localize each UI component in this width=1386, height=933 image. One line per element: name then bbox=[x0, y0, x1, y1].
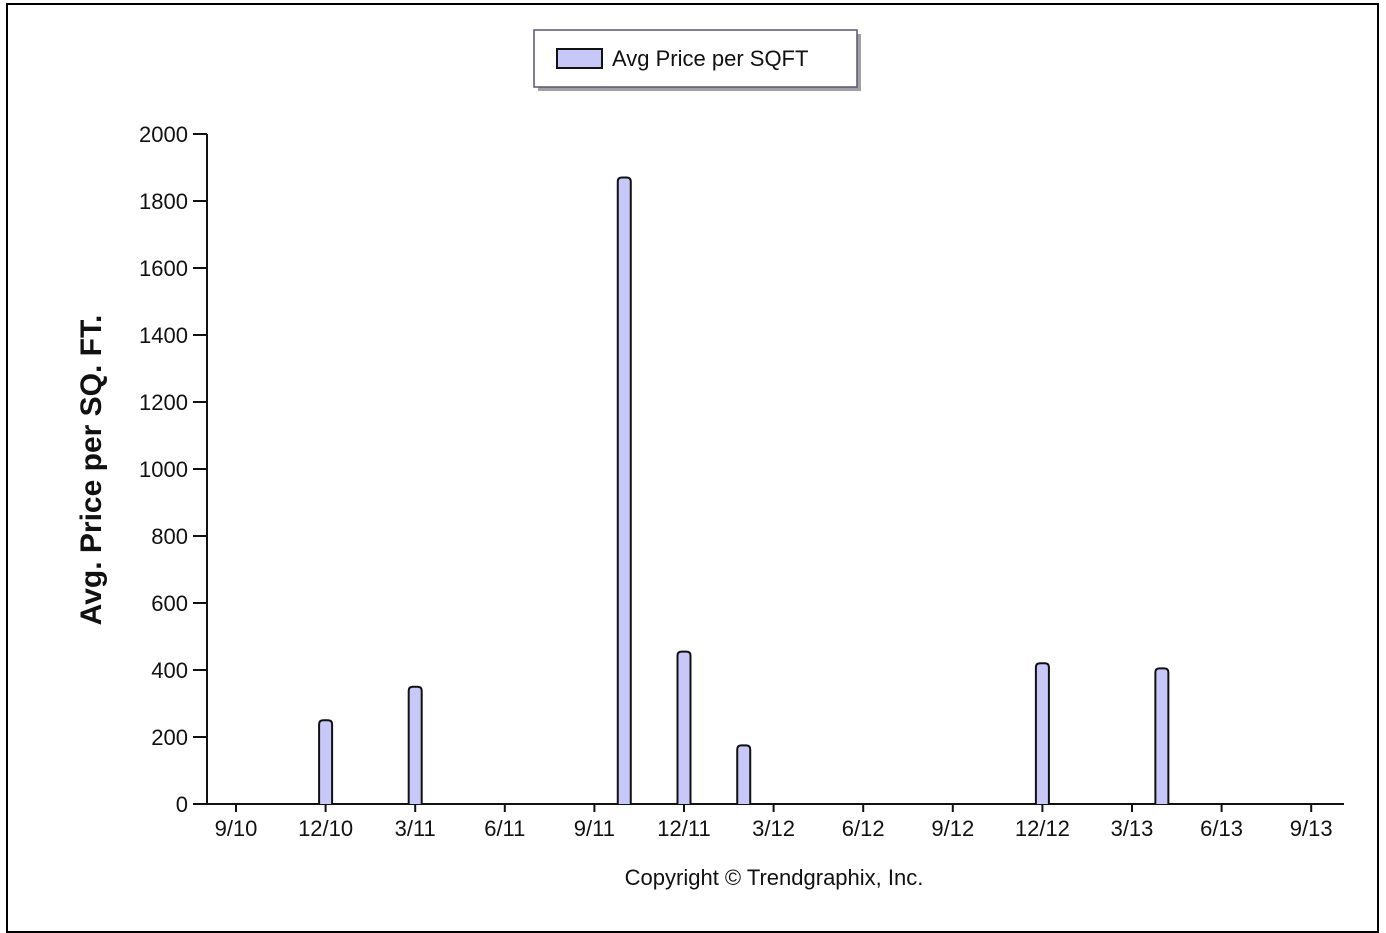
y-tick-label: 600 bbox=[151, 591, 188, 616]
legend-label: Avg Price per SQFT bbox=[612, 46, 808, 71]
legend: Avg Price per SQFT bbox=[533, 29, 861, 91]
bar bbox=[616, 176, 632, 804]
x-tick-label: 12/10 bbox=[298, 816, 353, 841]
x-tick-label: 3/11 bbox=[395, 816, 436, 841]
y-axis-title: Avg. Price per SQ. FT. bbox=[75, 315, 108, 626]
x-tick-label: 3/13 bbox=[1111, 816, 1154, 841]
x-tick-label: 6/11 bbox=[484, 816, 525, 841]
x-tick-label: 12/12 bbox=[1015, 816, 1070, 841]
bar bbox=[1034, 662, 1050, 804]
y-tick-label: 400 bbox=[151, 658, 188, 683]
x-tick-label: 6/13 bbox=[1200, 816, 1243, 841]
x-tick-label: 6/12 bbox=[842, 816, 885, 841]
y-tick-label: 0 bbox=[176, 792, 188, 817]
x-axis: 9/10 12/10 3/11 6/11 9/11 12/11 3/12 6/12 9/12 12… bbox=[207, 803, 1344, 841]
y-tick-label: 1600 bbox=[139, 256, 188, 281]
y-tick-label: 800 bbox=[151, 524, 188, 549]
x-tick-label: 9/10 bbox=[215, 816, 258, 841]
bar bbox=[318, 719, 334, 804]
y-axis: 0 200 400 600 800 1000 1200 1400 1600 1800 2000 bbox=[139, 122, 208, 817]
chart-frame bbox=[6, 3, 1379, 933]
y-tick-label: 1800 bbox=[139, 189, 188, 214]
x-tick-label: 12/11 bbox=[657, 816, 710, 841]
x-tick-label: 9/13 bbox=[1290, 816, 1333, 841]
y-tick-label: 1200 bbox=[139, 390, 188, 415]
x-tick-label: 9/12 bbox=[931, 816, 974, 841]
y-tick-label: 2000 bbox=[139, 122, 188, 147]
x-tick-label: 3/12 bbox=[752, 816, 795, 841]
bar-series bbox=[318, 176, 1170, 804]
bar bbox=[676, 650, 692, 804]
y-tick-label: 1000 bbox=[139, 457, 188, 482]
legend-swatch bbox=[556, 48, 603, 69]
bar bbox=[736, 744, 752, 804]
y-tick-label: 200 bbox=[151, 725, 188, 750]
copyright-text: Copyright © Trendgraphix, Inc. bbox=[625, 865, 924, 890]
x-tick-label: 9/11 bbox=[574, 816, 615, 841]
bar bbox=[407, 685, 423, 804]
y-tick-label: 1400 bbox=[139, 323, 188, 348]
bar bbox=[1154, 667, 1170, 804]
